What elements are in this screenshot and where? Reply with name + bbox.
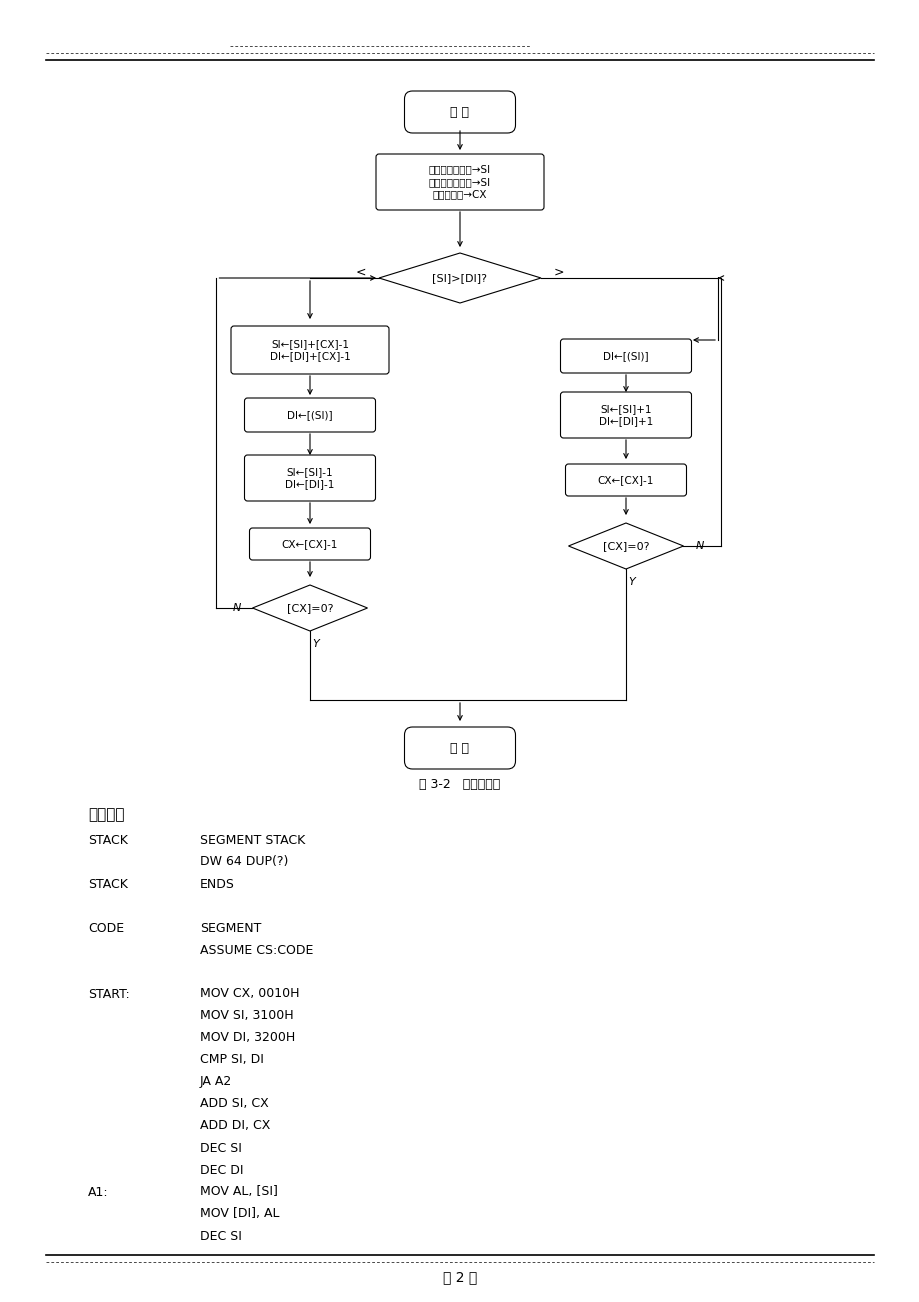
- Text: ADD SI, CX: ADD SI, CX: [199, 1098, 268, 1111]
- Text: DEC DI: DEC DI: [199, 1164, 244, 1177]
- FancyBboxPatch shape: [231, 326, 389, 374]
- Text: 开 始: 开 始: [450, 105, 469, 118]
- Text: [CX]=0?: [CX]=0?: [287, 603, 333, 613]
- Text: STACK: STACK: [88, 833, 128, 846]
- Text: MOV DI, 3200H: MOV DI, 3200H: [199, 1031, 295, 1044]
- Text: A1:: A1:: [88, 1186, 108, 1199]
- Text: MOV [DI], AL: MOV [DI], AL: [199, 1207, 279, 1220]
- Text: 第 2 页: 第 2 页: [442, 1269, 477, 1284]
- Text: SI←[SI]+[CX]-1
DI←[DI]+[CX]-1: SI←[SI]+[CX]-1 DI←[DI]+[CX]-1: [269, 339, 350, 361]
- Text: DEC SI: DEC SI: [199, 1229, 242, 1242]
- FancyBboxPatch shape: [560, 392, 691, 437]
- Text: DI←[(SI)]: DI←[(SI)]: [287, 410, 333, 421]
- Text: ENDS: ENDS: [199, 878, 234, 891]
- Text: CMP SI, DI: CMP SI, DI: [199, 1053, 264, 1066]
- Text: [CX]=0?: [CX]=0?: [602, 542, 649, 551]
- FancyBboxPatch shape: [565, 464, 686, 496]
- FancyBboxPatch shape: [376, 154, 543, 210]
- Text: [SI]>[DI]?: [SI]>[DI]?: [432, 273, 487, 283]
- Text: DW 64 DUP(?): DW 64 DUP(?): [199, 855, 288, 868]
- Text: SEGMENT: SEGMENT: [199, 922, 261, 935]
- Text: CX←[CX]-1: CX←[CX]-1: [597, 475, 653, 486]
- Text: CX←[CX]-1: CX←[CX]-1: [281, 539, 338, 549]
- Text: SI←[SI]-1
DI←[DI]-1: SI←[SI]-1 DI←[DI]-1: [285, 467, 335, 490]
- Text: Y: Y: [628, 577, 635, 587]
- FancyBboxPatch shape: [244, 454, 375, 501]
- Text: STACK: STACK: [88, 878, 128, 891]
- Text: MOV CX, 0010H: MOV CX, 0010H: [199, 987, 300, 1000]
- Text: 实验程序: 实验程序: [88, 807, 124, 823]
- Text: CODE: CODE: [88, 922, 124, 935]
- Text: MOV AL, [SI]: MOV AL, [SI]: [199, 1186, 278, 1199]
- Text: START:: START:: [88, 987, 130, 1000]
- Text: SEGMENT STACK: SEGMENT STACK: [199, 833, 305, 846]
- Text: ADD DI, CX: ADD DI, CX: [199, 1120, 270, 1133]
- Text: <: <: [356, 266, 366, 279]
- Text: DI←[(SI)]: DI←[(SI)]: [603, 352, 648, 361]
- Polygon shape: [568, 523, 683, 569]
- FancyBboxPatch shape: [404, 91, 515, 133]
- Text: N: N: [695, 542, 703, 551]
- Text: DEC SI: DEC SI: [199, 1142, 242, 1155]
- Polygon shape: [379, 253, 540, 303]
- FancyBboxPatch shape: [560, 339, 691, 372]
- Text: SI←[SI]+1
DI←[DI]+1: SI←[SI]+1 DI←[DI]+1: [598, 404, 652, 426]
- Text: 结 束: 结 束: [450, 742, 469, 754]
- Text: N: N: [233, 603, 241, 613]
- FancyBboxPatch shape: [404, 727, 515, 769]
- FancyBboxPatch shape: [244, 398, 375, 432]
- FancyBboxPatch shape: [249, 529, 370, 560]
- Text: >: >: [553, 266, 563, 279]
- Text: 图 3-2   程序流程图: 图 3-2 程序流程图: [419, 779, 500, 792]
- Polygon shape: [252, 585, 367, 631]
- Text: ASSUME CS:CODE: ASSUME CS:CODE: [199, 944, 313, 957]
- Text: Y: Y: [312, 639, 319, 648]
- Text: JA A2: JA A2: [199, 1075, 232, 1088]
- Text: MOV SI, 3100H: MOV SI, 3100H: [199, 1009, 293, 1022]
- Text: 源数据块首地址→SI
源数据块首地址→SI
携移字节数→CX: 源数据块首地址→SI 源数据块首地址→SI 携移字节数→CX: [428, 164, 491, 199]
